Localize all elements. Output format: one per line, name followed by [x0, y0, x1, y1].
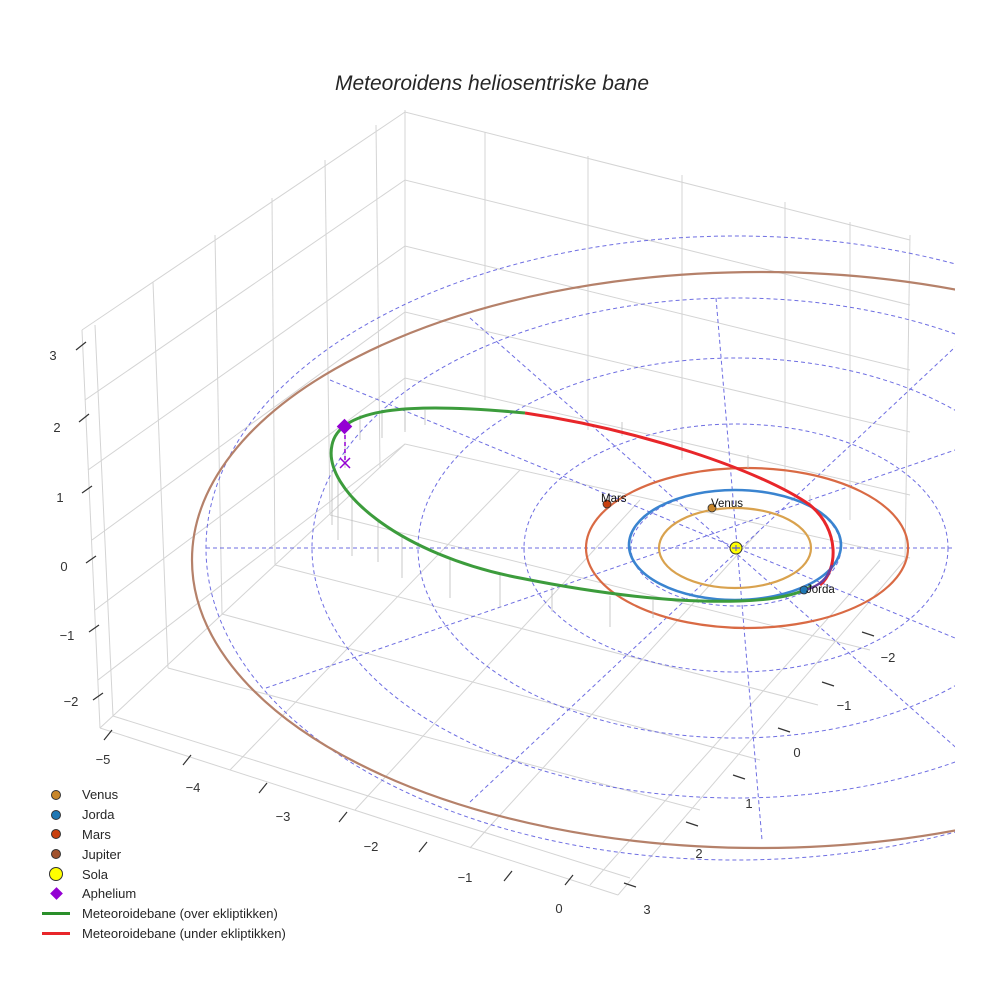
earth-marker[interactable]: [799, 585, 809, 595]
y-tick-label: −2: [881, 650, 896, 665]
drop-lines: [331, 410, 811, 627]
legend-item-orbit-above[interactable]: Meteoroidebane (over ekliptikken): [38, 904, 286, 924]
legend-label: Mars: [82, 826, 111, 842]
legend-item-mars[interactable]: Mars: [38, 825, 286, 845]
earth-label: Jorda: [806, 584, 835, 596]
y-tick-label: 0: [793, 745, 800, 760]
y-tick-label: 2: [695, 846, 702, 861]
x-tick-label: −1: [458, 870, 473, 885]
meteoroid-orbit-transition: [804, 564, 834, 592]
z-axis-labels: 3 2 1 0 −1 −2: [49, 348, 78, 709]
z-tick-label: 1: [56, 490, 63, 505]
z-tick-label: −2: [64, 694, 79, 709]
x-axis-labels: −5 −4 −3 −2 −1 0 3: [96, 752, 651, 917]
z-tick-label: −1: [60, 628, 75, 643]
aphelion-projection-x-icon: [339, 457, 351, 469]
y-axis-labels: −2 −1 0 1 2: [695, 650, 895, 861]
legend-label: Jorda: [82, 807, 115, 823]
legend-label: Sola: [82, 866, 109, 882]
red-line-icon: [42, 932, 70, 935]
mars-dot-icon: [51, 829, 61, 840]
y-tick-label: −1: [837, 698, 852, 713]
legend-label: Venus: [82, 787, 119, 803]
mars-label: Mars: [601, 493, 627, 505]
legend-item-venus[interactable]: Venus: [38, 785, 286, 805]
sun-marker[interactable]: [729, 541, 743, 555]
legend-label: Aphelium: [82, 886, 137, 902]
legend-item-sola[interactable]: Sola: [38, 864, 286, 884]
x-tick-label: −4: [186, 780, 201, 795]
x-tick-label: 3: [643, 902, 650, 917]
x-tick-label: −5: [96, 752, 111, 767]
meteoroid-orbit-below: [524, 411, 835, 587]
venus-dot-icon: [51, 789, 61, 800]
axes-grid: [81, 110, 911, 896]
aphelion-diamond-icon: [49, 887, 63, 901]
jupiter-dot-icon: [51, 849, 61, 860]
x-tick-label: −2: [364, 839, 379, 854]
venus-orbit: [657, 506, 813, 590]
x-tick-label: −3: [276, 809, 291, 824]
earth-dot-icon: [51, 809, 61, 820]
green-line-icon: [42, 912, 70, 915]
venus-label: Venus: [711, 498, 743, 510]
sun-dot-icon: [49, 867, 63, 882]
jupiter-orbit: [191, 270, 955, 850]
x-tick-label: 0: [555, 901, 562, 916]
z-tick-label: 0: [60, 559, 67, 574]
mars-marker[interactable]: [602, 499, 612, 509]
mars-orbit: [584, 466, 910, 630]
legend: Venus Jorda Mars Jupiter Sola Aphelium M…: [38, 785, 286, 943]
tick-marks: [75, 341, 875, 888]
meteoroid-orbit-above: [329, 406, 813, 603]
legend-item-aphelium[interactable]: Aphelium: [38, 884, 286, 904]
legend-label: Meteoroidebane (over ekliptikken): [82, 906, 278, 922]
z-tick-label: 3: [49, 348, 56, 363]
legend-item-orbit-below[interactable]: Meteoroidebane (under ekliptikken): [38, 924, 286, 944]
venus-marker[interactable]: [707, 503, 717, 513]
legend-item-jupiter[interactable]: Jupiter: [38, 844, 286, 864]
legend-item-jorda[interactable]: Jorda: [38, 805, 286, 825]
ecliptic-grid: [205, 235, 955, 861]
legend-label: Meteoroidebane (under ekliptikken): [82, 925, 286, 941]
z-tick-label: 2: [53, 420, 60, 435]
chart-title: Meteoroidens heliosentriske bane: [334, 72, 650, 95]
legend-label: Jupiter: [82, 846, 122, 862]
y-tick-label: 1: [745, 796, 752, 811]
